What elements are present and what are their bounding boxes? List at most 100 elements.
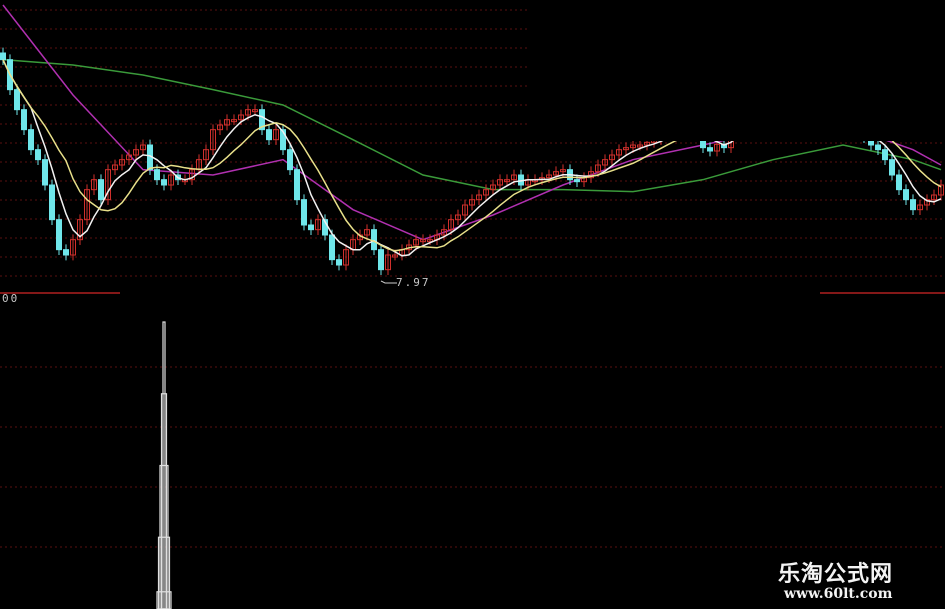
candle-body bbox=[609, 154, 615, 161]
candle-body bbox=[308, 224, 314, 231]
candle-body bbox=[602, 159, 608, 166]
candle-body bbox=[49, 184, 55, 221]
candle-body bbox=[560, 169, 566, 173]
candle-body bbox=[203, 149, 209, 161]
candle-body bbox=[371, 229, 377, 251]
candle-body bbox=[77, 219, 83, 241]
candle-body bbox=[574, 179, 580, 183]
candle-body bbox=[287, 149, 293, 171]
candle-body bbox=[84, 189, 90, 221]
candle-body bbox=[476, 194, 482, 201]
candle-body bbox=[224, 119, 230, 126]
candle-body bbox=[217, 124, 223, 131]
candle-body bbox=[714, 143, 720, 152]
candle-body bbox=[875, 144, 881, 151]
candle-body bbox=[56, 219, 62, 251]
candle-body bbox=[427, 239, 433, 243]
candle-body bbox=[903, 189, 909, 201]
candle-body bbox=[637, 144, 643, 148]
candle-body bbox=[210, 129, 216, 151]
candle-body bbox=[462, 204, 468, 216]
candle-body bbox=[266, 129, 272, 141]
candle-body bbox=[168, 174, 174, 186]
candle-body bbox=[21, 109, 27, 131]
candle-body bbox=[392, 254, 398, 258]
candle-body bbox=[336, 259, 342, 266]
candle-body bbox=[504, 179, 510, 183]
candle-body bbox=[378, 249, 384, 271]
candle-body bbox=[189, 169, 195, 181]
spike-step bbox=[156, 591, 172, 609]
candle-body bbox=[42, 159, 48, 186]
candle-body bbox=[126, 154, 132, 161]
candle-body bbox=[546, 174, 552, 179]
candle-body bbox=[14, 89, 20, 111]
candle-body bbox=[896, 174, 902, 191]
candle-body bbox=[329, 234, 335, 261]
candle-body bbox=[252, 109, 258, 113]
candle-body bbox=[882, 149, 888, 161]
candle-body bbox=[497, 179, 503, 186]
candle-body bbox=[119, 159, 125, 166]
candle-body bbox=[385, 254, 391, 271]
candle-body bbox=[294, 169, 300, 201]
candle-body bbox=[364, 229, 370, 236]
candle-body bbox=[273, 129, 279, 141]
candle-body bbox=[280, 129, 286, 151]
candle-body bbox=[301, 199, 307, 226]
candle-body bbox=[910, 199, 916, 211]
watermark-title: 乐淘公式网 bbox=[778, 562, 894, 587]
candle-body bbox=[133, 149, 139, 156]
candle-body bbox=[931, 194, 937, 201]
candle-body bbox=[420, 239, 426, 243]
candle-body bbox=[616, 149, 622, 156]
candle-body bbox=[924, 199, 930, 206]
spike-step bbox=[160, 393, 168, 609]
spike-step bbox=[157, 536, 171, 609]
masked-region bbox=[530, 0, 945, 141]
candle-body bbox=[588, 171, 594, 179]
candle-body bbox=[553, 171, 559, 176]
candle-body bbox=[140, 144, 146, 151]
candle-body bbox=[441, 229, 447, 236]
candle-body bbox=[455, 214, 461, 221]
candle-body bbox=[595, 164, 601, 173]
candle-body bbox=[0, 52, 6, 61]
candle-body bbox=[161, 179, 167, 186]
candle-body bbox=[511, 174, 517, 181]
candle-body bbox=[238, 114, 244, 121]
candle-body bbox=[112, 164, 118, 171]
candle-body bbox=[315, 219, 321, 231]
candle-body bbox=[259, 109, 265, 131]
candle-body bbox=[623, 147, 629, 151]
candle-body bbox=[105, 169, 111, 201]
candle-body bbox=[245, 109, 251, 116]
low-price-label: 7.97 bbox=[396, 276, 431, 289]
candle-body bbox=[448, 219, 454, 231]
candle-body bbox=[707, 147, 713, 152]
candle-body bbox=[98, 179, 104, 201]
candle-body bbox=[63, 249, 69, 256]
candle-body bbox=[35, 149, 41, 161]
candle-body bbox=[28, 129, 34, 151]
candle-body bbox=[483, 189, 489, 196]
candle-body bbox=[490, 184, 496, 191]
candle-body bbox=[644, 141, 650, 146]
candle-body bbox=[469, 199, 475, 206]
candle-body bbox=[231, 119, 237, 123]
low-marker-line bbox=[380, 280, 397, 284]
support-lines bbox=[0, 280, 945, 294]
candle-body bbox=[889, 159, 895, 176]
candle-body bbox=[70, 239, 76, 256]
candle-body bbox=[343, 249, 349, 266]
candle-body bbox=[917, 204, 923, 211]
axis-label: 00 bbox=[2, 292, 20, 305]
indicator-spike bbox=[156, 321, 172, 609]
candle-body bbox=[630, 144, 636, 149]
candle-body bbox=[91, 179, 97, 191]
candle-body bbox=[938, 184, 944, 196]
candle-body bbox=[413, 239, 419, 246]
watermark-url: www.60lt.com bbox=[784, 586, 893, 602]
candle-body bbox=[154, 169, 160, 181]
